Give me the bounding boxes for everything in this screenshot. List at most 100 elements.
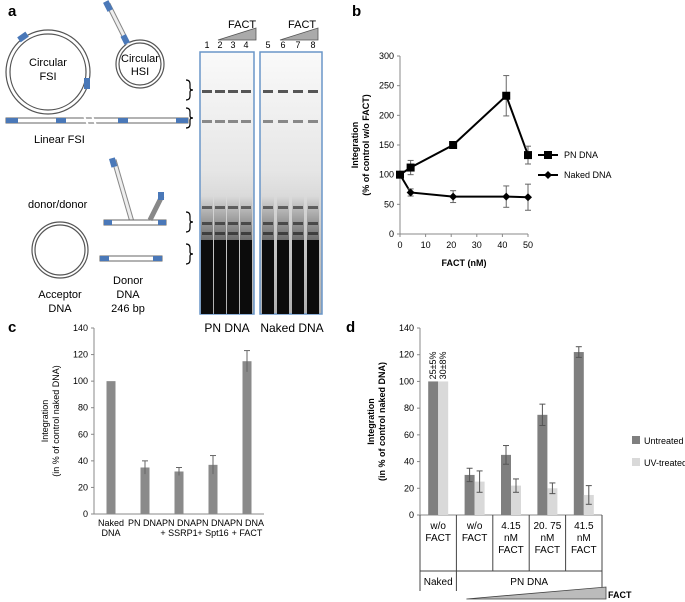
gel-band	[263, 90, 273, 93]
x-category-label: PN DNA	[128, 518, 162, 528]
legend-marker-pn-dna	[544, 151, 552, 159]
y-tick-label: 300	[379, 51, 394, 61]
bar	[106, 381, 116, 514]
gel-free-donor	[292, 240, 304, 314]
gel-band	[293, 90, 303, 93]
y-tick-label: 100	[379, 170, 394, 180]
bar-untreated	[573, 352, 584, 515]
legend-label-untreated: Untreated	[644, 436, 684, 446]
gel-band	[293, 120, 303, 123]
x-tick-label: 50	[523, 240, 533, 250]
gel-band	[308, 120, 318, 123]
data-point-naked-dna	[406, 188, 415, 197]
y-tick-label: 60	[78, 429, 88, 439]
naked-annotation: 30±8%	[438, 351, 448, 379]
y-axis-title: Integration(% of control w/o FACT)	[350, 94, 371, 196]
group-label-naked: Naked	[424, 577, 453, 588]
gel-free-donor	[277, 240, 289, 314]
gel-pn-dna	[199, 51, 255, 315]
x-tick-label: 10	[421, 240, 431, 250]
gel-band	[202, 120, 212, 123]
gel-band	[241, 120, 251, 123]
gel-smear	[214, 196, 226, 240]
bar	[242, 361, 252, 514]
legend-label-naked-dna: Naked DNA	[564, 170, 612, 180]
bar	[208, 464, 218, 514]
lane-number: 6	[280, 40, 285, 50]
linear-fsi-label: Linear FSI	[34, 134, 85, 146]
gel-band	[228, 90, 238, 93]
data-point-naked-dna	[502, 192, 511, 201]
y-axis-title: Integration(in % of control naked DNA)	[40, 365, 61, 477]
donor-label-3: 246 bp	[111, 303, 145, 315]
circular-fsi-label-1: Circular	[29, 57, 67, 69]
circular-hsi-diagram: Circular HSI	[103, 0, 165, 89]
acceptor-label-1: Acceptor	[38, 289, 82, 301]
data-point-pn-dna	[502, 91, 511, 100]
y-tick-label: 20	[78, 482, 88, 492]
gel-smear	[201, 196, 213, 240]
lane-number: 2	[217, 40, 222, 50]
x-category-label: PN DNA + SSRP1	[160, 518, 197, 538]
gel-band	[228, 120, 238, 123]
donor-donor-diagram	[103, 157, 167, 226]
x-category-label: w/o FACT	[462, 521, 488, 544]
bar-untreated	[501, 454, 511, 515]
bar-untreated	[464, 474, 475, 515]
legend-swatch-untreated	[632, 436, 640, 444]
y-tick-label: 40	[78, 456, 88, 466]
circular-fsi-label-2: FSI	[39, 71, 56, 83]
gel-free-donor	[214, 240, 226, 314]
bar	[174, 471, 184, 514]
series-line-pn-dna	[399, 93, 529, 176]
gel-fact-wedge-right	[279, 27, 319, 41]
gel-band	[215, 120, 225, 123]
gel-smear	[307, 196, 319, 240]
gel-brackets	[185, 79, 194, 265]
panel-a-label: a	[8, 3, 17, 20]
bar-uv-treated	[438, 381, 449, 515]
bar-uv-treated	[583, 494, 594, 515]
x-tick-label: 30	[472, 240, 482, 250]
legend-label-uv-treated: UV-treated	[644, 458, 685, 468]
naked-annotation: 25±5%	[428, 351, 438, 379]
x-category-label: 4.15 nM FACT	[498, 521, 524, 556]
x-tick-label: 0	[397, 240, 402, 250]
x-tick-label: 20	[446, 240, 456, 250]
chart-d: 0 20 40 60 80 100 120 140 Integration(in % of co…	[366, 323, 685, 600]
gel-free-donor	[262, 240, 274, 314]
y-tick-label: 0	[409, 510, 414, 520]
y-tick-label: 250	[379, 81, 394, 91]
y-tick-label: 50	[384, 199, 394, 209]
y-tick-label: 100	[73, 376, 88, 386]
chart-b: 0 50 100 150 200 250 300 0 10 20 30 40 50 FACT (nM) In…	[350, 51, 612, 268]
circular-hsi-label-2: HSI	[131, 66, 149, 78]
x-category-label: w/o FACT	[425, 521, 451, 544]
data-point-pn-dna	[449, 141, 458, 149]
data-point-naked-dna	[396, 170, 404, 179]
data-point-naked-dna	[449, 192, 458, 201]
bar-untreated	[428, 381, 439, 515]
gel-smear	[292, 196, 304, 240]
x-tick-label: 40	[497, 240, 507, 250]
legend-marker-naked-dna	[544, 171, 552, 179]
gel-free-donor	[201, 240, 213, 314]
y-tick-label: 200	[379, 110, 394, 120]
group-label-pn-dna: PN DNA	[510, 577, 548, 588]
bar-uv-treated	[547, 488, 558, 515]
gel-band	[215, 90, 225, 93]
y-axis-title: Integration(in % of control naked DNA)	[366, 362, 387, 481]
gel-free-donor	[307, 240, 319, 314]
gel-band	[308, 90, 318, 93]
gel-smear	[240, 196, 252, 240]
gel-fact-wedge-left	[217, 27, 257, 41]
x-category-label: PN DNA + FACT	[230, 518, 264, 538]
lane-number: 5	[265, 40, 270, 50]
gel-fact-label-right: FACT	[288, 19, 316, 31]
acceptor-dna-diagram: Acceptor DNA	[31, 221, 89, 315]
donor-donor-label: donor/donor	[28, 199, 88, 211]
x-category-label: 20. 75 nM FACT	[533, 521, 561, 556]
x-axis-title: FACT (nM)	[442, 258, 487, 268]
gel-smear	[262, 196, 274, 240]
data-point-naked-dna	[524, 193, 532, 202]
